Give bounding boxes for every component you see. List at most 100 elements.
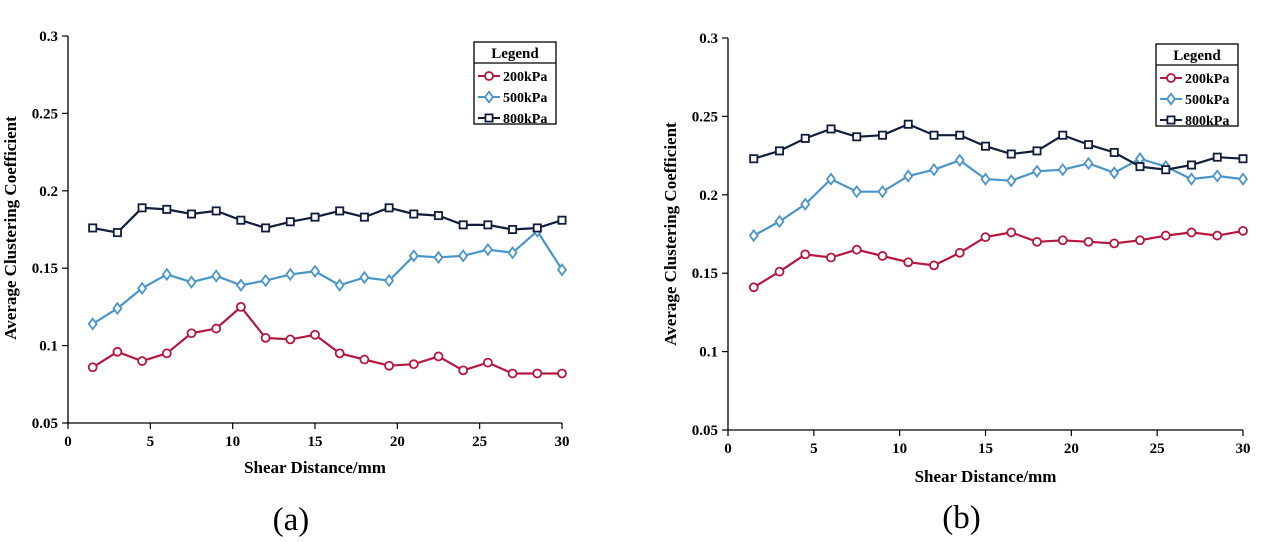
data-point	[137, 203, 147, 213]
data-point	[1212, 152, 1222, 162]
data-point	[482, 357, 493, 368]
data-point	[532, 223, 542, 233]
data-point	[1212, 169, 1223, 183]
x-tick-label: 5	[147, 434, 155, 450]
series-500kPa	[87, 224, 568, 331]
legend-entry-800kPa: 800kPa	[503, 112, 547, 127]
series-800kPa	[88, 203, 567, 238]
data-point	[774, 266, 785, 277]
legend-entry-800kPa: 800kPa	[1185, 114, 1229, 129]
data-point	[903, 169, 914, 183]
data-point	[557, 368, 567, 379]
y-tick-label: 0.15	[32, 261, 58, 277]
data-point	[310, 329, 320, 340]
legend-entry-500kPa: 500kPa	[1185, 93, 1229, 108]
legend-title: Legend	[1173, 48, 1221, 64]
data-point	[359, 270, 370, 285]
legend-title: Legend	[491, 46, 539, 62]
y-tick-label: 0.2	[39, 184, 58, 200]
legend-box	[473, 41, 557, 125]
x-tick-label: 0	[724, 441, 732, 457]
data-point	[877, 184, 888, 199]
x-tick-label: 15	[308, 434, 323, 450]
data-point	[335, 206, 345, 216]
x-tick-label: 10	[892, 441, 907, 457]
data-point	[186, 328, 197, 339]
data-point	[1186, 172, 1197, 186]
data-point	[384, 360, 395, 371]
data-point	[800, 133, 810, 143]
panel-label: (a)	[273, 502, 310, 538]
data-point	[928, 163, 940, 177]
data-point	[1006, 149, 1016, 159]
x-tick-label: 25	[1150, 441, 1165, 457]
data-point	[1109, 166, 1120, 180]
series-200kPa	[87, 301, 567, 379]
series-200kPa	[748, 225, 1248, 293]
data-point	[161, 267, 172, 282]
legend-marker	[1165, 92, 1177, 106]
series-800kPa	[749, 119, 1248, 175]
chart-panel-a: 0 5 10 15 20 25 30 0.05 0.1 0.15 0.2 0.25 0.3 Shear D…	[1, 29, 570, 538]
y-tick-label: 0.1	[39, 339, 58, 355]
data-point	[877, 251, 888, 261]
data-point	[310, 212, 320, 222]
data-point	[88, 223, 98, 233]
data-point	[1083, 156, 1094, 171]
data-point	[774, 214, 785, 229]
y-tick-label: 0.15	[692, 266, 718, 282]
data-point	[749, 154, 759, 164]
data-point	[458, 249, 469, 263]
legend-box	[1155, 43, 1239, 127]
data-point	[1006, 227, 1017, 238]
y-tick-label: 0.2	[699, 188, 718, 204]
data-point	[186, 275, 197, 289]
data-point	[800, 249, 811, 260]
data-point	[851, 184, 862, 199]
data-point	[433, 351, 444, 362]
legend: Legend 200kPa 500kPa 800kPa	[1155, 43, 1239, 129]
data-point	[557, 215, 567, 225]
legend-marker	[483, 90, 495, 104]
y-tick-label: 0.25	[32, 106, 58, 122]
data-point	[1135, 162, 1145, 172]
data-point	[825, 172, 837, 186]
x-tick-label: 5	[810, 441, 818, 457]
series-line-500kPa	[92, 229, 563, 325]
data-point	[285, 334, 296, 345]
data-point	[359, 354, 370, 365]
data-point	[1032, 236, 1042, 247]
x-axis-title: Shear Distance/mm	[244, 458, 386, 477]
data-point	[929, 260, 939, 271]
data-point	[112, 346, 123, 357]
data-point	[186, 209, 196, 219]
x-tick-label: 20	[390, 434, 405, 450]
data-point	[1238, 225, 1248, 236]
data-point	[112, 301, 123, 316]
x-tick-label: 0	[64, 434, 72, 450]
data-point	[1006, 173, 1017, 188]
data-point	[458, 365, 469, 376]
chart-panel-b: 0 5 10 15 20 25 30 0.05 0.1 0.15 0.2 0.25 0.3 Shear D…	[661, 31, 1251, 536]
data-point	[1187, 160, 1197, 170]
x-tick-label: 30	[1236, 441, 1251, 457]
y-tick-label: 0.25	[692, 109, 718, 125]
data-point	[261, 223, 271, 233]
legend-marker	[1166, 73, 1176, 83]
data-point	[1058, 130, 1068, 140]
data-point	[1083, 236, 1094, 247]
data-point	[775, 146, 785, 156]
data-point	[285, 217, 295, 227]
data-point	[748, 282, 759, 293]
x-tick-label: 15	[978, 441, 993, 457]
data-point	[748, 228, 759, 243]
data-point	[800, 197, 811, 211]
data-point	[409, 209, 419, 219]
data-point	[1161, 165, 1171, 175]
data-point	[508, 224, 518, 234]
data-point	[87, 362, 98, 373]
data-point	[162, 204, 172, 214]
data-point	[556, 263, 568, 277]
data-point	[260, 332, 271, 343]
data-point	[235, 301, 246, 312]
